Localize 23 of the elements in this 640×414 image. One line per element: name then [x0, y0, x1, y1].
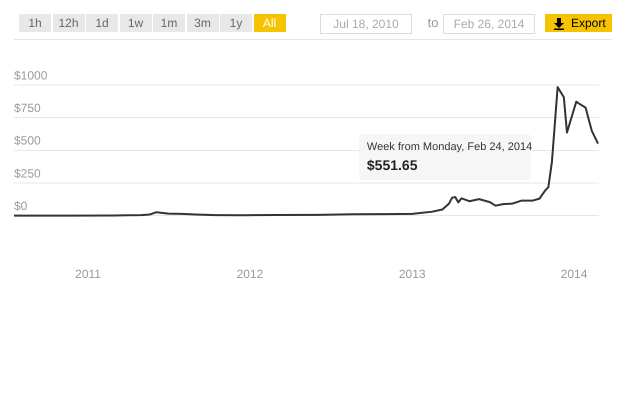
text: 12h	[52, 14, 84, 32]
annotation: $551.65	[366, 156, 418, 173]
text: 1m	[153, 14, 185, 32]
y-tick-label: $1000	[14, 68, 48, 82]
y-tick-label: $0	[14, 198, 28, 213]
y-tick-label: $500	[14, 134, 42, 148]
text: 3m	[186, 14, 218, 32]
x-tick-label: 2014	[560, 267, 588, 282]
text: Export	[571, 15, 606, 32]
y-tick-label: $250	[14, 166, 42, 180]
x-tick-label: 2012	[236, 267, 264, 282]
annotation: Week from Monday, Feb 24, 2014	[366, 141, 532, 154]
text: 1d	[86, 14, 118, 32]
y-tick-label: $750	[14, 100, 42, 115]
text: to	[426, 15, 440, 30]
text: 1h	[19, 14, 51, 32]
x-tick-label: 2013	[398, 267, 426, 282]
text: 1w	[120, 14, 152, 32]
text: Feb 26, 2014	[443, 14, 535, 34]
text: All	[254, 14, 286, 32]
x-tick-label: 2011	[75, 267, 102, 282]
text: Jul 18, 2010	[320, 14, 412, 34]
text: 1y	[220, 14, 252, 32]
